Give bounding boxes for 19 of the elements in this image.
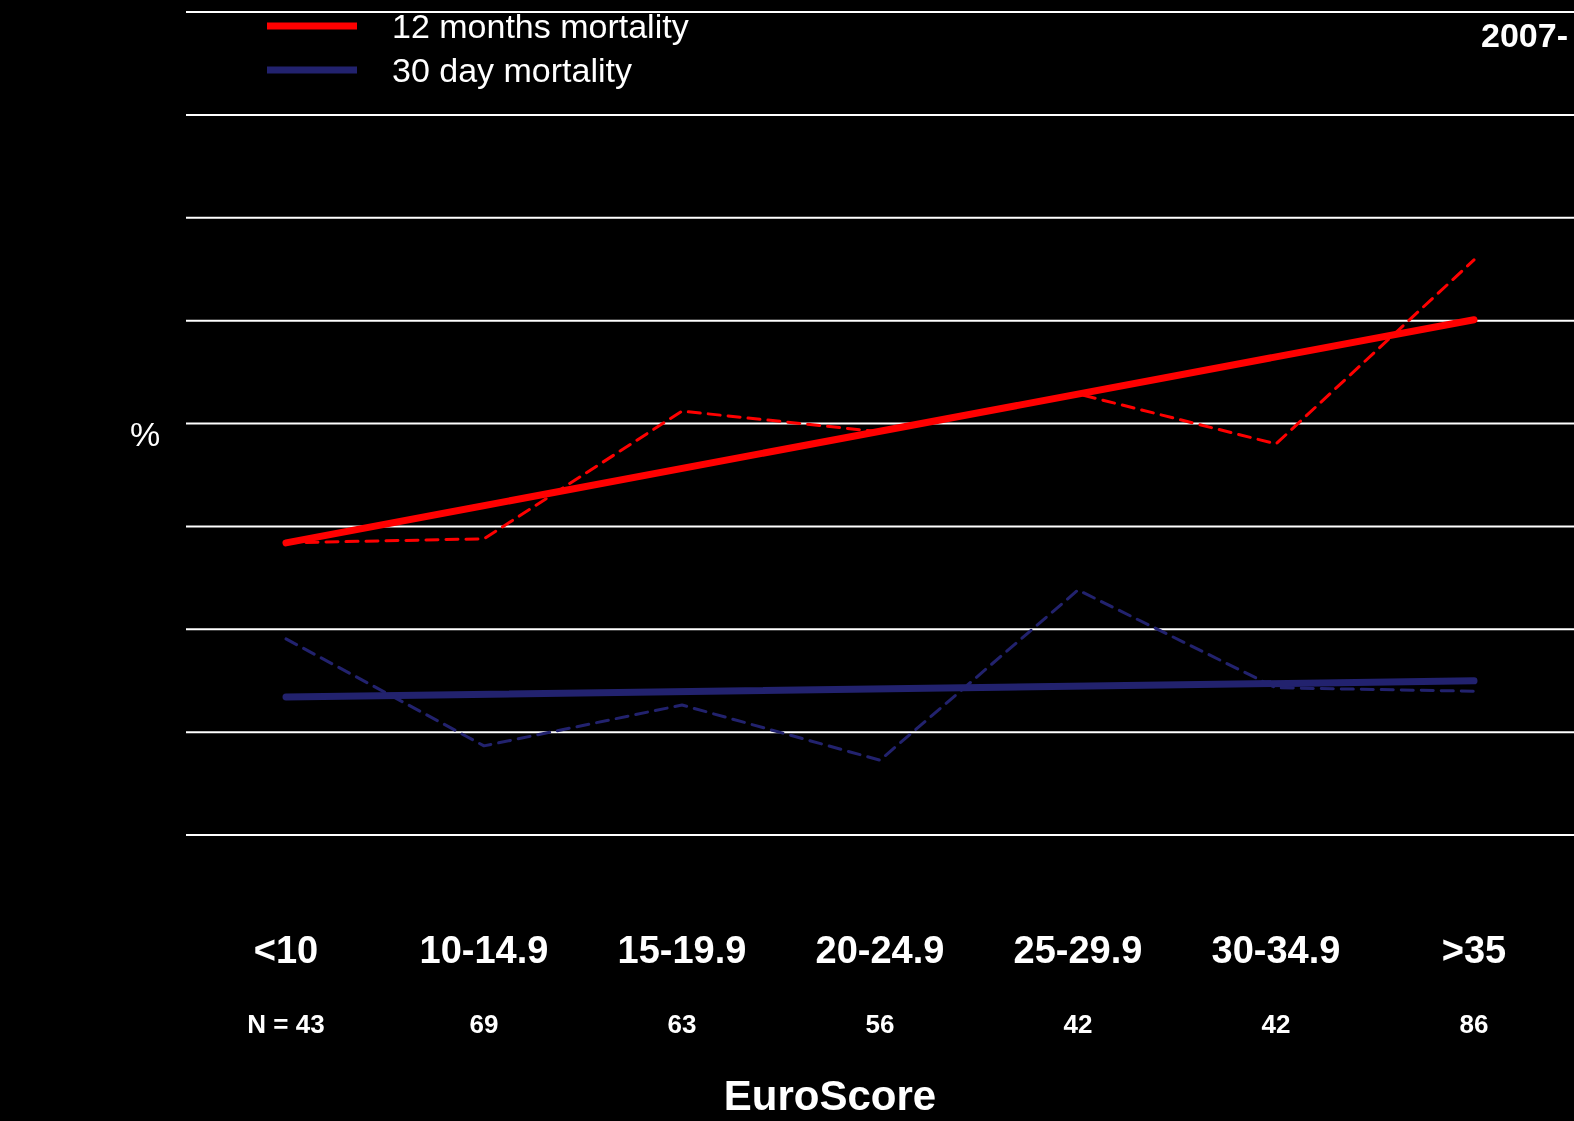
x-tick-label: 25-29.9	[1013, 929, 1143, 971]
text: 86	[1459, 1009, 1489, 1039]
x-axis-title: EuroScore	[722, 1072, 938, 1120]
chart-title: 2007-	[1481, 16, 1568, 55]
x-tick-label: <10	[253, 929, 319, 971]
text: 42	[1261, 1009, 1291, 1039]
x-tick-label: 15-19.9	[617, 929, 747, 971]
y-axis-title: %	[130, 415, 161, 454]
text: 42	[1063, 1009, 1093, 1039]
text: N = 43	[247, 1009, 325, 1039]
legend-label: 30 day mortality	[392, 50, 632, 91]
x-tick-label: >35	[1441, 929, 1507, 971]
text: 63	[667, 1009, 697, 1039]
text: 56	[865, 1009, 895, 1039]
x-tick-label: 30-34.9	[1211, 929, 1341, 971]
legend-label: 12 months mortality	[392, 6, 689, 47]
text: 69	[469, 1009, 499, 1039]
x-tick-label: 10-14.9	[419, 929, 549, 971]
x-tick-label: 20-24.9	[815, 929, 945, 971]
